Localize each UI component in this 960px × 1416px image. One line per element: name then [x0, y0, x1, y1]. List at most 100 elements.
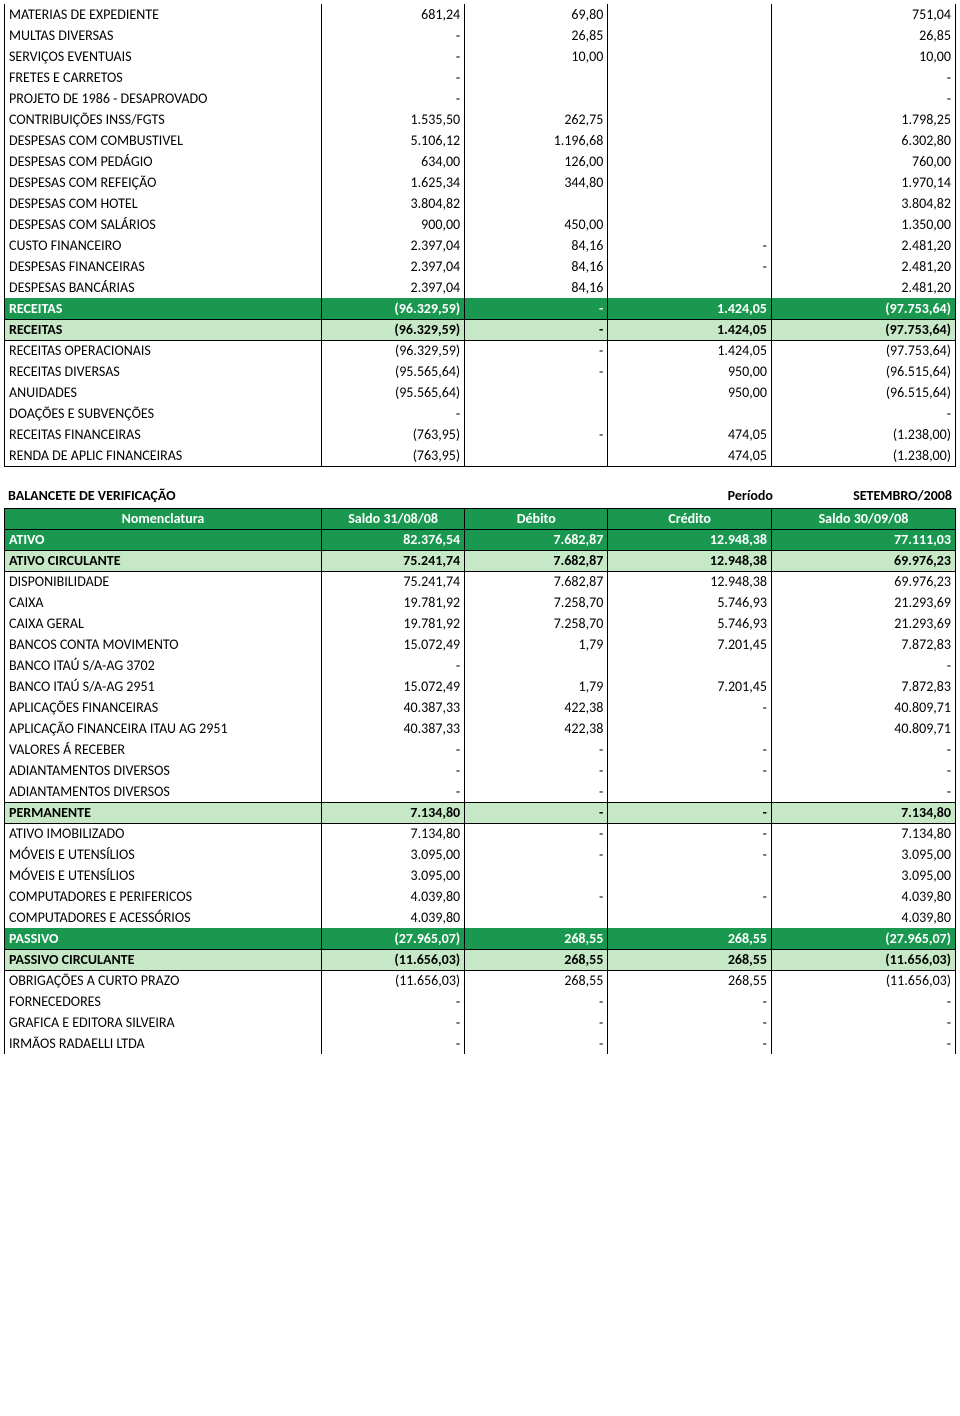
cell: 1.535,50: [322, 109, 465, 130]
table-row: IRMÃOS RADAELLI LTDA----: [5, 1033, 956, 1054]
table-row: RECEITAS(96.329,59)-1.424,05(97.753,64): [5, 298, 956, 319]
cell: [465, 907, 608, 928]
cell: -: [608, 1012, 772, 1033]
table-row: SERVIÇOS EVENTUAIS-10,0010,00: [5, 46, 956, 67]
cell: DESPESAS FINANCEIRAS: [5, 256, 322, 277]
cell: (96.515,64): [771, 382, 955, 403]
table-row: ANUIDADES(95.565,64)950,00(96.515,64): [5, 382, 956, 403]
financial-table-2: NomenclaturaSaldo 31/08/08DébitoCréditoS…: [4, 508, 956, 1055]
cell: [465, 88, 608, 109]
table-row: MÓVEIS E UTENSÍLIOS3.095,003.095,00: [5, 865, 956, 886]
cell: 950,00: [608, 361, 772, 382]
cell: 19.781,92: [322, 613, 465, 634]
cell: (97.753,64): [771, 340, 955, 361]
table-row: PASSIVO CIRCULANTE(11.656,03)268,55268,5…: [5, 949, 956, 970]
table-row: ATIVO CIRCULANTE75.241,747.682,8712.948,…: [5, 550, 956, 571]
table-row: BANCOS CONTA MOVIMENTO15.072,491,797.201…: [5, 634, 956, 655]
cell: -: [771, 403, 955, 424]
cell: 760,00: [771, 151, 955, 172]
cell: -: [771, 655, 955, 676]
cell: 450,00: [465, 214, 608, 235]
cell: 69,80: [465, 4, 608, 25]
cell: 69.976,23: [771, 571, 955, 592]
cell: APLICAÇÕES FINANCEIRAS: [5, 697, 322, 718]
cell: -: [771, 1012, 955, 1033]
cell: 1,79: [465, 634, 608, 655]
table-row: DESPESAS COM COMBUSTIVEL5.106,121.196,68…: [5, 130, 956, 151]
cell: 634,00: [322, 151, 465, 172]
cell: 40.387,33: [322, 697, 465, 718]
cell: CONTRIBUIÇÕES INSS/FGTS: [5, 109, 322, 130]
table-row: APLICAÇÕES FINANCEIRAS40.387,33422,38-40…: [5, 697, 956, 718]
cell: 2.481,20: [771, 235, 955, 256]
cell: [608, 25, 772, 46]
cell: 1.625,34: [322, 172, 465, 193]
cell: 40.387,33: [322, 718, 465, 739]
cell: -: [322, 739, 465, 760]
table-row: COMPUTADORES E ACESSÓRIOS4.039,804.039,8…: [5, 907, 956, 928]
cell: ATIVO: [5, 529, 322, 550]
cell: 1.424,05: [608, 319, 772, 340]
cell: 12.948,38: [608, 571, 772, 592]
cell: 15.072,49: [322, 634, 465, 655]
cell: DESPESAS COM SALÁRIOS: [5, 214, 322, 235]
balancete-title: BALANCETE DE VERIFICAÇÃO: [4, 485, 500, 506]
cell: (11.656,03): [322, 970, 465, 991]
table-row: CAIXA19.781,927.258,705.746,9321.293,69: [5, 592, 956, 613]
cell: [608, 46, 772, 67]
cell: -: [465, 760, 608, 781]
cell: (11.656,03): [771, 970, 955, 991]
cell: DESPESAS COM REFEIÇÃO: [5, 172, 322, 193]
cell: -: [465, 991, 608, 1012]
table-row: DOAÇÕES E SUBVENÇÕES--: [5, 403, 956, 424]
cell: (95.565,64): [322, 382, 465, 403]
cell: 344,80: [465, 172, 608, 193]
cell: 900,00: [322, 214, 465, 235]
cell: 1.798,25: [771, 109, 955, 130]
cell: [608, 109, 772, 130]
cell: RECEITAS: [5, 319, 322, 340]
table-row: MÓVEIS E UTENSÍLIOS3.095,00--3.095,00: [5, 844, 956, 865]
cell: CUSTO FINANCEIRO: [5, 235, 322, 256]
cell: 7.682,87: [465, 571, 608, 592]
cell: [608, 781, 772, 802]
cell: COMPUTADORES E ACESSÓRIOS: [5, 907, 322, 928]
cell: 1.424,05: [608, 340, 772, 361]
table-row: DISPONIBILIDADE75.241,747.682,8712.948,3…: [5, 571, 956, 592]
cell: 5.746,93: [608, 592, 772, 613]
cell: ADIANTAMENTOS DIVERSOS: [5, 760, 322, 781]
table-row: PROJETO DE 1986 - DESAPROVADO--: [5, 88, 956, 109]
cell: 3.095,00: [322, 844, 465, 865]
cell: [608, 193, 772, 214]
cell: MÓVEIS E UTENSÍLIOS: [5, 844, 322, 865]
cell: [608, 655, 772, 676]
cell: -: [771, 88, 955, 109]
cell: -: [465, 781, 608, 802]
cell: PROJETO DE 1986 - DESAPROVADO: [5, 88, 322, 109]
cell: (96.329,59): [322, 319, 465, 340]
cell: 268,55: [465, 928, 608, 949]
table-row: COMPUTADORES E PERIFERICOS4.039,80--4.03…: [5, 886, 956, 907]
table-row: DESPESAS BANCÁRIAS2.397,0484,162.481,20: [5, 277, 956, 298]
cell: 1.196,68: [465, 130, 608, 151]
cell: 4.039,80: [322, 886, 465, 907]
table-row: VALORES Á RECEBER----: [5, 739, 956, 760]
cell: PERMANENTE: [5, 802, 322, 823]
cell: 15.072,49: [322, 676, 465, 697]
cell: DESPESAS COM COMBUSTIVEL: [5, 130, 322, 151]
cell: 10,00: [771, 46, 955, 67]
cell: -: [322, 46, 465, 67]
cell: 7.872,83: [771, 634, 955, 655]
cell: 21.293,69: [771, 613, 955, 634]
cell: -: [465, 823, 608, 844]
cell: -: [465, 1012, 608, 1033]
cell: -: [465, 361, 608, 382]
cell: 40.809,71: [771, 697, 955, 718]
cell: 4.039,80: [771, 886, 955, 907]
cell: IRMÃOS RADAELLI LTDA: [5, 1033, 322, 1054]
cell: -: [322, 1033, 465, 1054]
cell: [608, 865, 772, 886]
cell: GRAFICA E EDITORA SILVEIRA: [5, 1012, 322, 1033]
cell: 7.201,45: [608, 634, 772, 655]
column-header: Débito: [465, 508, 608, 529]
